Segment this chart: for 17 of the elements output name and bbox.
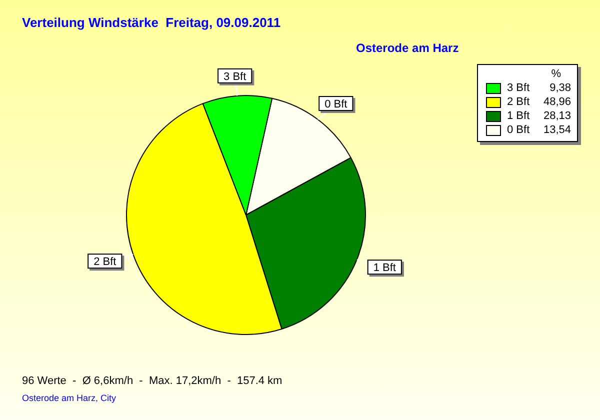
data-label: 48,96 <box>542 96 571 108</box>
legend-label: 0 Bft <box>507 124 531 136</box>
slice-label: 2 Bft <box>94 256 116 268</box>
data-label: 28,13 <box>542 110 571 122</box>
data-label: 9,38 <box>548 82 571 94</box>
text: Osterode am Harz, City <box>22 393 116 403</box>
legend-title: % <box>550 68 562 81</box>
text: 96 Werte - Ø 6,6km/h - Max. 17,2km/h - 157.4 km <box>22 375 282 387</box>
slice-label: 0 Bft <box>324 98 348 111</box>
chart-title: Verteilung Windstärke Freitag, 09.09.2011 <box>22 15 281 30</box>
slice-label: 1 Bft <box>373 262 396 274</box>
slice-label: 3 Bft <box>224 70 246 83</box>
chart-subtitle: Osterode am Harz <box>356 41 459 55</box>
legend-label: 3 Bft <box>507 82 531 94</box>
data-label: 13,54 <box>542 124 571 136</box>
legend-label: 2 Bft <box>507 96 531 108</box>
legend-label: 1 Bft <box>507 110 531 122</box>
